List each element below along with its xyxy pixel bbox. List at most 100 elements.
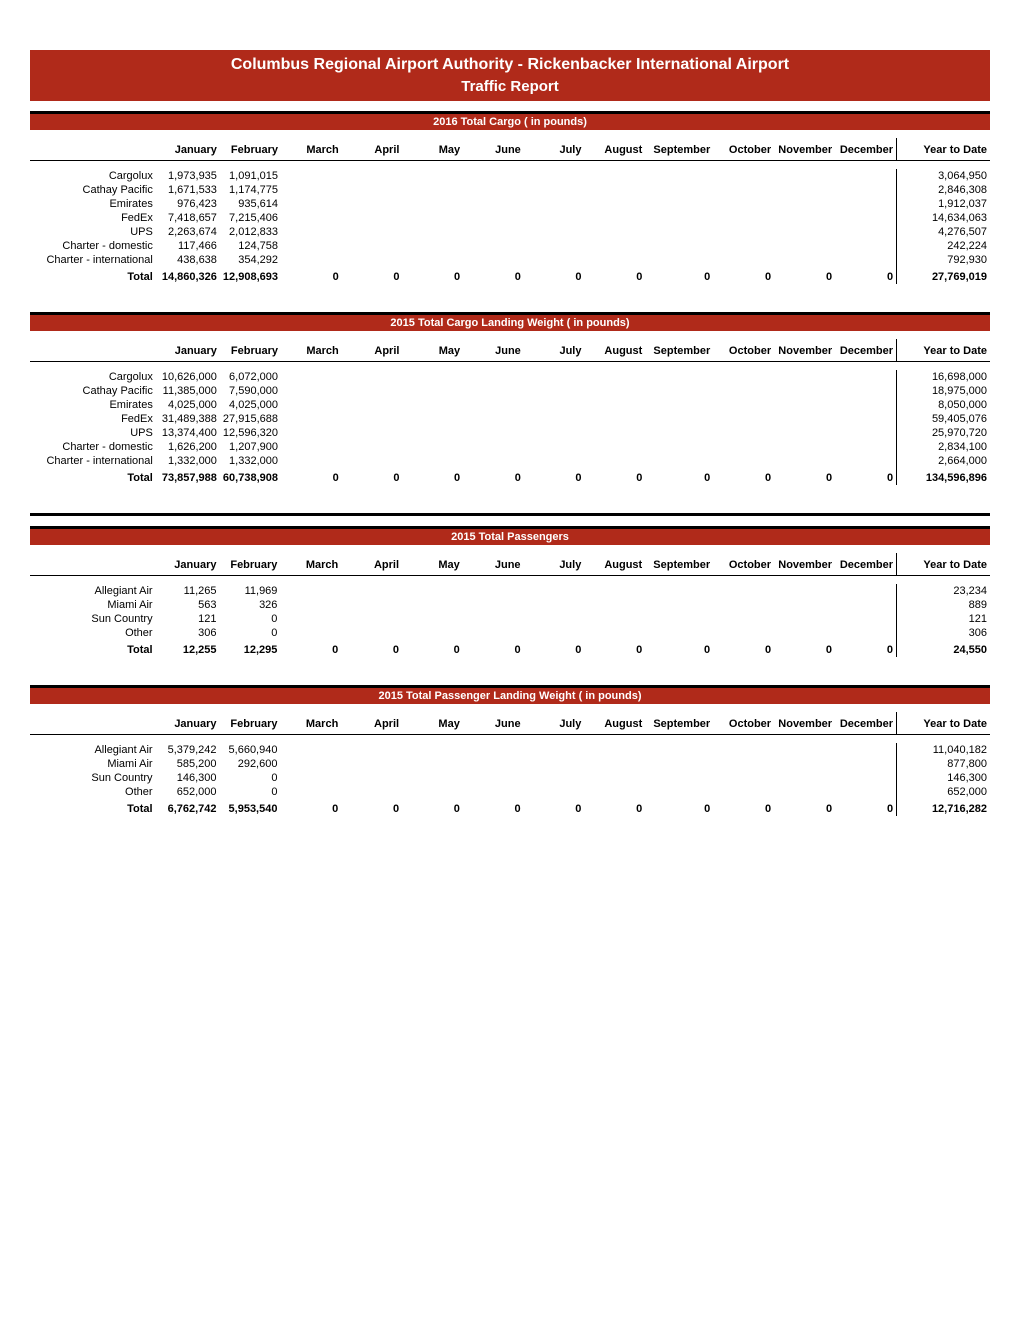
cell-value: [524, 370, 585, 384]
cell-value: 2,012,833: [220, 225, 281, 239]
cell-value: [524, 169, 585, 183]
cell-value: [584, 771, 645, 785]
column-header-month: December: [835, 138, 896, 161]
cell-ytd: 2,664,000: [897, 454, 990, 468]
cell-value: [463, 598, 524, 612]
cell-value: [402, 211, 463, 225]
cell-value: [281, 412, 342, 426]
cell-value: [713, 169, 774, 183]
cell-value: [713, 211, 774, 225]
column-header-month: August: [584, 339, 645, 362]
cell-value: [584, 239, 645, 253]
cell-value: 0: [774, 640, 835, 657]
row-label: Cathay Pacific: [30, 183, 159, 197]
cell-value: [835, 225, 896, 239]
cell-value: [281, 398, 342, 412]
cell-value: [463, 785, 524, 799]
cell-value: [341, 612, 402, 626]
column-header-month: September: [645, 339, 713, 362]
cell-value: [524, 454, 585, 468]
cell-value: 0: [713, 799, 774, 816]
cell-value: 0: [342, 468, 403, 485]
row-label: Allegiant Air: [30, 743, 159, 757]
cell-value: [342, 454, 403, 468]
row-label: Charter - domestic: [30, 239, 159, 253]
column-header-month: July: [524, 712, 585, 735]
cell-value: [342, 253, 403, 267]
cell-value: [524, 598, 585, 612]
group-divider: [30, 513, 990, 516]
cell-ytd: 889: [897, 598, 990, 612]
cell-value: 11,969: [219, 584, 280, 598]
cell-value: 0: [341, 799, 402, 816]
cell-value: [713, 412, 774, 426]
row-label: Cathay Pacific: [30, 384, 159, 398]
cell-value: [342, 370, 403, 384]
column-header-month: June: [463, 553, 524, 576]
cell-value: 0: [281, 267, 342, 284]
cell-value: 652,000: [159, 785, 220, 799]
cell-value: [645, 626, 713, 640]
column-header-month: February: [220, 138, 281, 161]
cell-value: [584, 440, 645, 454]
cell-value: 4,025,000: [220, 398, 281, 412]
cell-value: 2,263,674: [159, 225, 220, 239]
cell-value: [835, 412, 896, 426]
cell-value: 27,915,688: [220, 412, 281, 426]
cell-value: 60,738,908: [220, 468, 281, 485]
cell-value: [402, 743, 463, 757]
cell-value: 7,215,406: [220, 211, 281, 225]
row-label: Other: [30, 626, 159, 640]
main-header: Columbus Regional Airport Authority - Ri…: [30, 50, 990, 101]
cell-value: 13,374,400: [159, 426, 220, 440]
cell-value: [774, 211, 835, 225]
cell-value: 0: [280, 799, 341, 816]
cell-value: [463, 426, 524, 440]
cell-ytd: 59,405,076: [897, 412, 990, 426]
cell-ytd: 12,716,282: [897, 799, 990, 816]
cell-value: [584, 454, 645, 468]
cell-value: 12,596,320: [220, 426, 281, 440]
cell-value: [835, 370, 896, 384]
row-label: Cargolux: [30, 370, 159, 384]
cell-value: [774, 454, 835, 468]
cell-value: [584, 183, 645, 197]
cell-value: [280, 612, 341, 626]
cell-value: [280, 584, 341, 598]
cell-value: [645, 454, 713, 468]
cell-value: 0: [524, 640, 585, 657]
cell-value: [342, 440, 403, 454]
cell-value: [774, 584, 835, 598]
cell-value: [281, 197, 342, 211]
cell-value: [835, 440, 896, 454]
cell-value: 0: [463, 267, 524, 284]
report-container: Columbus Regional Airport Authority - Ri…: [30, 50, 990, 834]
row-label: Other: [30, 785, 159, 799]
cell-value: [524, 239, 585, 253]
cell-value: [835, 743, 896, 757]
cell-value: [835, 584, 896, 598]
cell-value: [774, 225, 835, 239]
cell-value: [584, 743, 645, 757]
column-header-month: May: [402, 339, 463, 362]
cell-value: [584, 612, 645, 626]
cell-value: [645, 771, 713, 785]
cell-value: [645, 757, 713, 771]
cell-value: [524, 757, 585, 771]
cell-value: 73,857,988: [159, 468, 220, 485]
cell-value: [713, 239, 774, 253]
cell-value: [524, 197, 585, 211]
cell-value: 0: [220, 771, 281, 785]
cell-value: 1,973,935: [159, 169, 220, 183]
cell-value: 0: [584, 799, 645, 816]
cell-value: [463, 370, 524, 384]
cell-value: 0: [774, 468, 835, 485]
column-header-month: August: [584, 553, 645, 576]
column-header-month: November: [774, 339, 835, 362]
cell-value: [835, 239, 896, 253]
cell-value: [402, 612, 463, 626]
cell-value: [774, 412, 835, 426]
cell-value: [281, 253, 342, 267]
column-header-ytd: Year to Date: [897, 712, 990, 735]
cell-value: [341, 743, 402, 757]
